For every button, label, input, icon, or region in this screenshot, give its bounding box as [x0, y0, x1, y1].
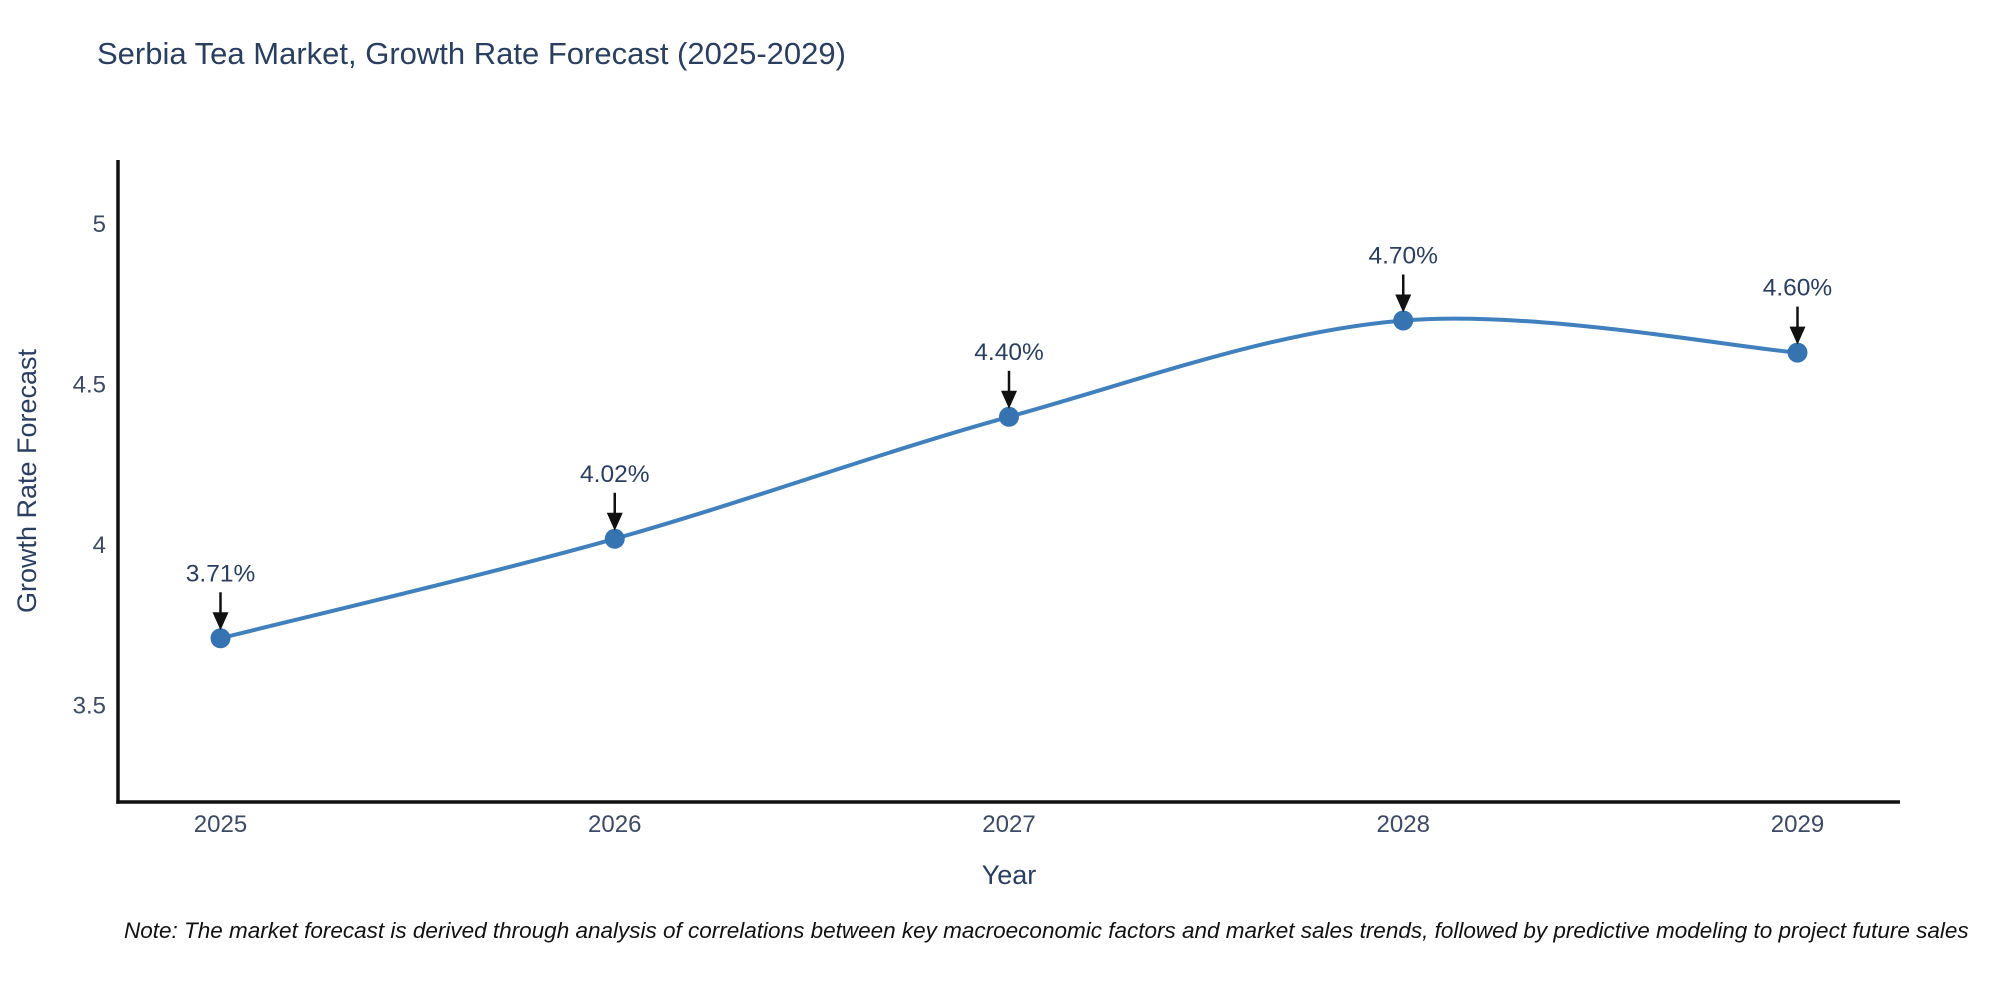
data-point-marker [1393, 310, 1414, 331]
data-point-marker [604, 528, 625, 549]
y-tick-label: 4 [93, 532, 106, 559]
annotation-arrowhead [212, 612, 229, 631]
annotation-label: 4.60% [1763, 275, 1832, 302]
annotation-arrowhead [1395, 294, 1412, 313]
footnote: Note: The market forecast is derived thr… [124, 918, 1969, 943]
annotation-label: 4.40% [974, 339, 1043, 366]
annotation-label: 4.70% [1369, 243, 1438, 270]
y-axis-title: Growth Rate Forecast [12, 348, 42, 613]
data-point-marker [999, 406, 1019, 427]
annotation-label: 4.02% [580, 461, 649, 488]
x-tick-label: 2027 [982, 811, 1035, 838]
data-point-marker [210, 628, 231, 649]
data-point-marker [1787, 342, 1808, 363]
x-axis-title: Year [982, 860, 1037, 890]
series-line [220, 316, 1798, 641]
x-tick-label: 2026 [588, 811, 641, 838]
x-tick-label: 2025 [194, 811, 247, 838]
x-tick-label: 2028 [1377, 811, 1430, 838]
annotation-arrowhead [606, 512, 623, 531]
y-tick-label: 4.5 [73, 372, 106, 399]
y-tick-label: 5 [93, 211, 106, 238]
annotation-label: 3.71% [186, 560, 255, 587]
chart-title: Serbia Tea Market, Growth Rate Forecast … [97, 36, 846, 71]
y-tick-label: 3.5 [73, 693, 106, 720]
annotation-arrowhead [1001, 390, 1017, 409]
x-tick-label: 2029 [1771, 811, 1824, 838]
annotation-arrowhead [1789, 326, 1806, 345]
